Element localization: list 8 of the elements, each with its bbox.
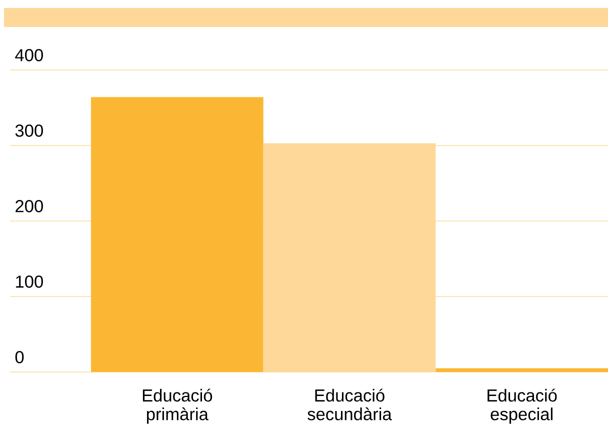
y-tick-label: 100 — [16, 276, 43, 288]
x-tick-label: Educació secundària — [308, 388, 392, 420]
y-tick-label: 200 — [16, 200, 43, 212]
x-tick-label: Educació especial — [488, 388, 557, 424]
x-tick-label: Educació primària — [142, 388, 212, 424]
y-tick-label: 300 — [15, 124, 43, 137]
y-tick-label: 400 — [15, 49, 43, 62]
y-tick-label: 0 — [15, 351, 24, 364]
